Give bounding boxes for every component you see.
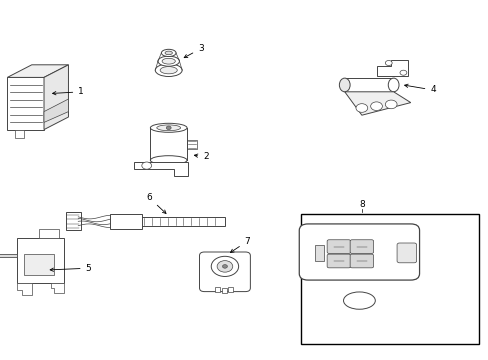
Text: 7: 7 (230, 237, 250, 252)
Bar (24, 254, 54, 275)
FancyBboxPatch shape (199, 252, 250, 292)
Ellipse shape (155, 64, 182, 77)
FancyBboxPatch shape (299, 224, 419, 280)
FancyBboxPatch shape (396, 243, 416, 263)
Bar (215, 287, 220, 292)
Ellipse shape (157, 125, 180, 131)
Ellipse shape (161, 49, 176, 57)
Polygon shape (7, 77, 44, 130)
Ellipse shape (387, 78, 398, 92)
Bar (139, 217, 224, 226)
Circle shape (385, 100, 396, 109)
Polygon shape (134, 162, 188, 176)
Text: 5: 5 (50, 264, 91, 273)
Ellipse shape (160, 67, 177, 74)
Polygon shape (15, 130, 24, 138)
Polygon shape (0, 254, 17, 257)
Text: 2: 2 (194, 152, 208, 161)
Ellipse shape (162, 58, 175, 64)
Bar (315, 245, 324, 261)
Ellipse shape (343, 292, 375, 309)
Text: 6: 6 (146, 194, 165, 213)
Bar (344, 78, 393, 92)
Circle shape (217, 261, 232, 272)
Polygon shape (376, 60, 407, 76)
Ellipse shape (339, 78, 349, 92)
Ellipse shape (164, 51, 172, 55)
Polygon shape (44, 65, 68, 130)
Bar (222, 288, 227, 293)
Bar (66, 212, 81, 230)
Bar (228, 287, 233, 292)
Circle shape (385, 60, 391, 66)
Ellipse shape (150, 123, 186, 132)
Polygon shape (44, 99, 68, 122)
Circle shape (370, 102, 382, 111)
Polygon shape (344, 92, 410, 115)
Polygon shape (17, 283, 32, 295)
Bar (39, 229, 59, 238)
FancyBboxPatch shape (326, 240, 350, 253)
Circle shape (142, 162, 151, 169)
Polygon shape (17, 238, 63, 283)
Bar (110, 214, 142, 229)
Text: 1: 1 (53, 87, 84, 96)
FancyBboxPatch shape (349, 254, 373, 268)
Bar (300, 214, 478, 344)
Text: 8: 8 (358, 200, 364, 209)
Circle shape (222, 265, 227, 268)
Ellipse shape (150, 156, 186, 165)
Text: 3: 3 (184, 44, 203, 58)
Circle shape (399, 70, 406, 75)
Text: 4: 4 (404, 84, 435, 94)
Ellipse shape (158, 56, 179, 66)
Circle shape (211, 256, 238, 276)
FancyBboxPatch shape (349, 240, 373, 253)
FancyBboxPatch shape (326, 254, 350, 268)
Circle shape (355, 104, 367, 112)
Bar (186, 140, 196, 149)
Polygon shape (7, 65, 68, 77)
Circle shape (166, 126, 171, 130)
Polygon shape (51, 283, 63, 293)
